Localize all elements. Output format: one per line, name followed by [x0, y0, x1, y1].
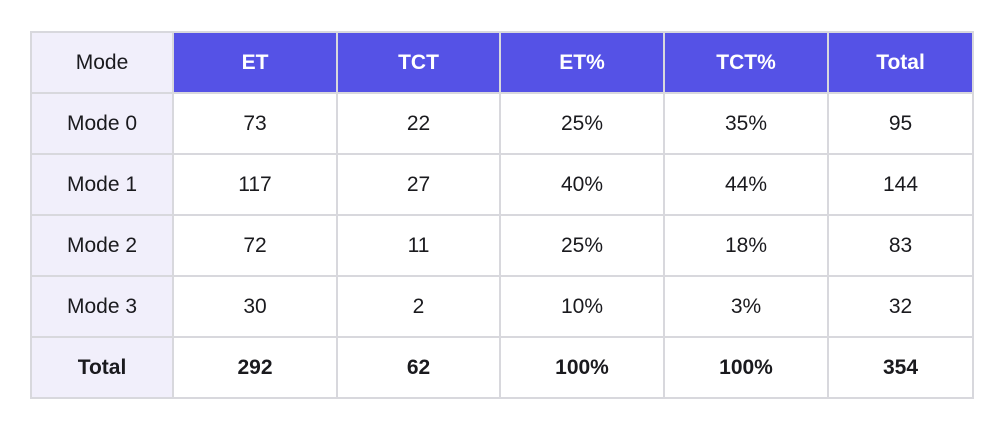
data-cell: 62 [336, 336, 501, 399]
data-cell: 144 [827, 153, 974, 216]
data-cell: 83 [827, 214, 974, 277]
column-header-tct: TCT [336, 31, 501, 94]
table-row: Mode 1 117 27 40% 44% 144 [30, 153, 974, 216]
column-header-total: Total [827, 31, 974, 94]
data-cell: 2 [336, 275, 501, 338]
row-label-cell: Mode 3 [30, 275, 174, 338]
data-cell: 32 [827, 275, 974, 338]
data-cell: 95 [827, 92, 974, 155]
data-cell: 40% [499, 153, 665, 216]
column-header-mode: Mode [30, 31, 174, 94]
data-cell: 11 [336, 214, 501, 277]
data-cell: 354 [827, 336, 974, 399]
row-label-cell: Mode 1 [30, 153, 174, 216]
column-header-et: ET [172, 31, 338, 94]
column-header-tct-pct: TCT% [663, 31, 829, 94]
row-label-cell: Mode 2 [30, 214, 174, 277]
total-row: Total 292 62 100% 100% 354 [30, 336, 974, 399]
table-row: Mode 2 72 11 25% 18% 83 [30, 214, 974, 277]
data-cell: 292 [172, 336, 338, 399]
table-row: Mode 3 30 2 10% 3% 32 [30, 275, 974, 338]
row-label-cell: Mode 0 [30, 92, 174, 155]
data-cell: 18% [663, 214, 829, 277]
table-header-row: Mode ET TCT ET% TCT% Total [30, 31, 974, 94]
data-cell: 72 [172, 214, 338, 277]
data-cell: 25% [499, 92, 665, 155]
data-cell: 44% [663, 153, 829, 216]
table-container: Mode ET TCT ET% TCT% Total Mode 0 73 22 25% 35% 95… [30, 31, 974, 399]
data-cell: 117 [172, 153, 338, 216]
data-cell: 3% [663, 275, 829, 338]
data-cell: 100% [663, 336, 829, 399]
mode-et-tct-summary-table: Mode ET TCT ET% TCT% Total Mode 0 73 22 25% 35% 95… [30, 31, 974, 399]
data-cell: 27 [336, 153, 501, 216]
data-cell: 73 [172, 92, 338, 155]
data-cell: 10% [499, 275, 665, 338]
column-header-et-pct: ET% [499, 31, 665, 94]
data-cell: 22 [336, 92, 501, 155]
data-cell: 35% [663, 92, 829, 155]
data-cell: 30 [172, 275, 338, 338]
data-cell: 100% [499, 336, 665, 399]
table-row: Mode 0 73 22 25% 35% 95 [30, 92, 974, 155]
total-row-label-cell: Total [30, 336, 174, 399]
data-cell: 25% [499, 214, 665, 277]
